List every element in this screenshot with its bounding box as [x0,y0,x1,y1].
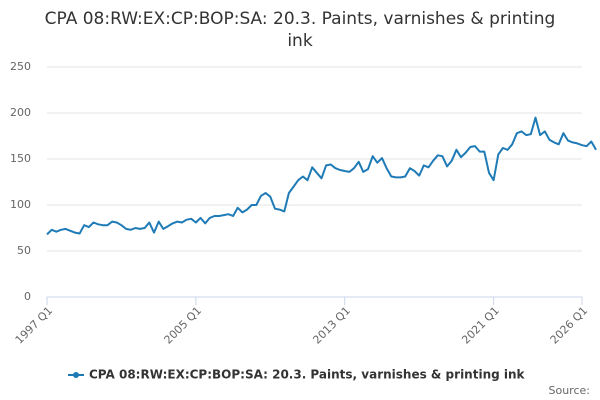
chart-title: CPA 08:RW:EX:CP:BOP:SA: 20.3. Paints, va… [44,9,556,51]
source: Source: [549,384,591,397]
y-tick-label: 100 [10,198,31,211]
y-tick-label: 250 [10,60,31,73]
legend-label: CPA 08:RW:EX:CP:BOP:SA: 20.3. Paints, va… [89,368,526,382]
x-tick-label: 1997 Q1 [13,304,56,347]
x-tick-label: 2026 Q1 [548,304,591,347]
legend-marker [73,372,79,378]
x-tick-label: 2005 Q1 [162,304,205,347]
x-tick-label: 2021 Q1 [459,304,502,347]
legend-item: CPA 08:RW:EX:CP:BOP:SA: 20.3. Paints, va… [68,368,526,382]
x-tick-label: 2013 Q1 [310,304,353,347]
y-tick-label: 0 [24,290,31,303]
y-tick-label: 200 [10,106,31,119]
y-tick-label: 50 [17,244,31,257]
y-tick-label: 150 [10,152,31,165]
data-line [46,116,597,236]
